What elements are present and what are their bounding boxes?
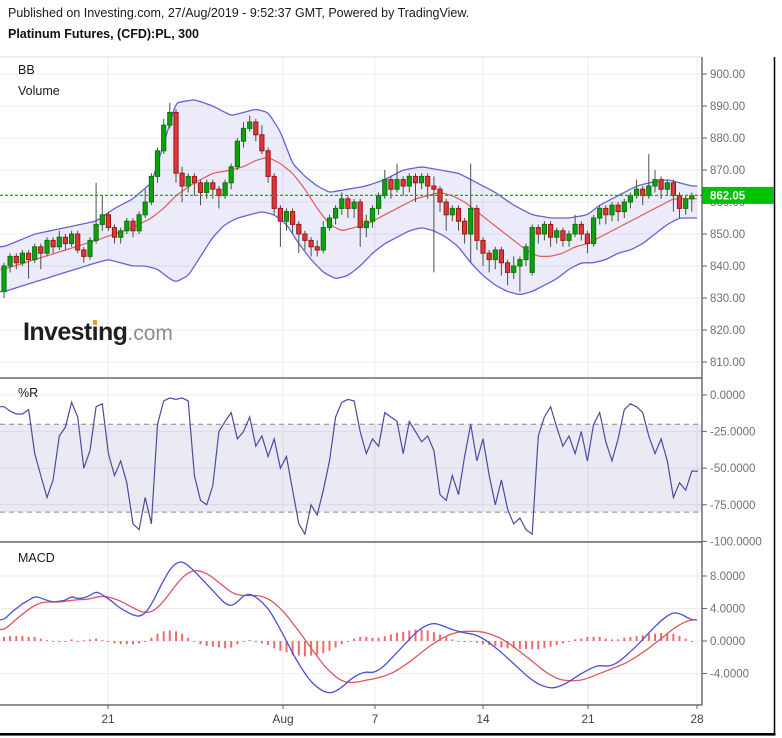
price-axis-label: 870.00 xyxy=(710,165,745,177)
percent-r-axis-label: -25.0000 xyxy=(710,427,755,439)
candlestick-series xyxy=(1,102,695,298)
volume-indicator-label[interactable]: Volume xyxy=(18,84,60,98)
investing-watermark: Investı ng.com xyxy=(23,318,173,347)
price-axis-label: 810.00 xyxy=(710,357,745,369)
last-price-badge-label: 862.05 xyxy=(710,191,746,203)
time-axis-label: Aug xyxy=(272,712,293,726)
macd-axis-label: 0.0000 xyxy=(710,636,745,648)
price-axis-label: 900.00 xyxy=(710,69,745,81)
percent-r-axis-label: -50.0000 xyxy=(710,463,755,475)
price-indicator-labels: BB Volume xyxy=(18,60,60,102)
percent-r-band xyxy=(0,424,702,513)
price-axis-label: 840.00 xyxy=(710,261,745,273)
price-axis-label: 880.00 xyxy=(710,133,745,145)
logo-orange-dot-icon xyxy=(92,320,98,325)
price-axis-label: 830.00 xyxy=(710,293,745,305)
frame-bottom-border xyxy=(0,733,776,736)
bollinger-upper-line xyxy=(0,99,697,248)
logo-dotted-i: ı xyxy=(91,318,99,346)
publish-info: Published on Investing.com, 27/Aug/2019 … xyxy=(8,6,470,20)
time-axis-label: 14 xyxy=(476,712,490,726)
percent-r-axis-label: 0.0000 xyxy=(710,390,745,402)
last-price-badge xyxy=(702,186,774,204)
time-axis-label: 21 xyxy=(581,712,595,726)
macd-indicator-label[interactable]: MACD xyxy=(18,551,55,565)
price-axis-label: 820.00 xyxy=(710,325,745,337)
macd-line xyxy=(0,561,697,694)
bb-indicator-label[interactable]: BB xyxy=(18,63,35,77)
percent-r-line xyxy=(0,397,698,536)
macd-axis-label: -4.0000 xyxy=(710,669,749,681)
percent-r-axis-label: -75.0000 xyxy=(710,500,755,512)
macd-signal-line xyxy=(0,569,697,684)
percent-r-indicator-label[interactable]: %R xyxy=(18,386,39,400)
percent-r-axis-label: -100.0000 xyxy=(710,536,762,548)
time-axis-label: 28 xyxy=(690,712,704,726)
price-axis-label: 890.00 xyxy=(710,101,745,113)
macd-axis-label: 4.0000 xyxy=(710,604,745,616)
macd-histogram xyxy=(3,629,693,657)
bollinger-mid-line xyxy=(0,157,697,270)
bollinger-lower-line xyxy=(0,211,697,296)
time-axis-label: 21 xyxy=(101,712,115,726)
instrument-title: Platinum Futures, (CFD):PL, 300 xyxy=(8,27,199,41)
logo-suffix: .com xyxy=(127,322,173,345)
price-axis-label: 850.00 xyxy=(710,229,745,241)
logo-brand: Investı ng xyxy=(23,318,128,346)
time-axis-label: 7 xyxy=(372,712,379,726)
macd-axis-label: 8.0000 xyxy=(710,571,745,583)
